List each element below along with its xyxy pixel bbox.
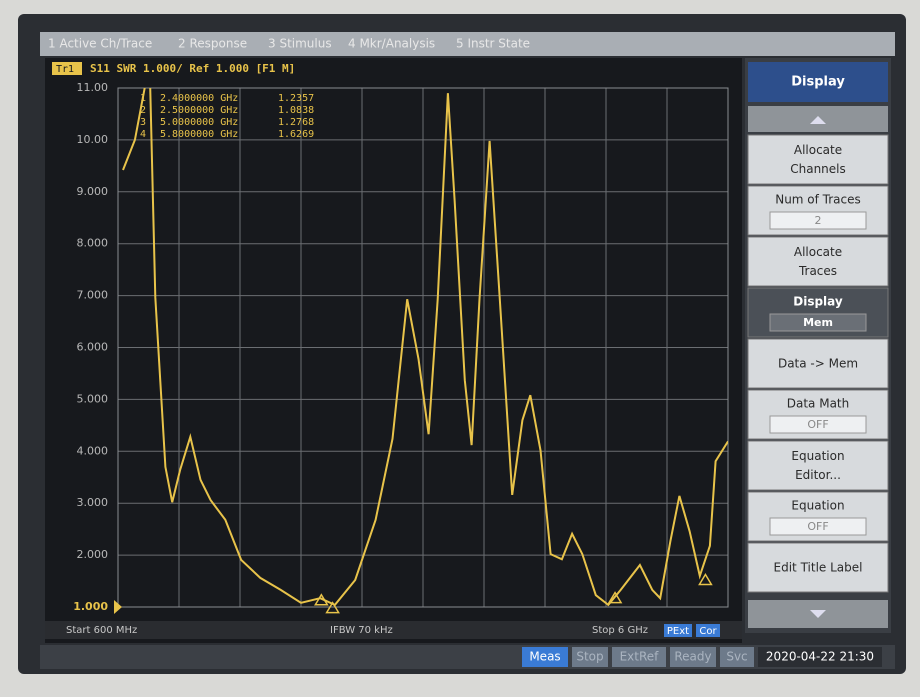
softkey-state: OFF bbox=[807, 418, 828, 431]
status-item: Meas bbox=[529, 650, 560, 664]
scroll-down-arrow bbox=[810, 610, 826, 618]
y-tick-label: 2.000 bbox=[77, 548, 109, 561]
footer-stop: Stop 6 GHz bbox=[592, 625, 648, 636]
softkey-state-box bbox=[769, 211, 867, 230]
y-tick-label: 1.000 bbox=[73, 600, 108, 613]
trace-line bbox=[122, 88, 728, 607]
cor-badge bbox=[696, 624, 720, 637]
softkey[interactable] bbox=[747, 338, 889, 389]
trace-header: S11 SWR 1.000/ Ref 1.000 [F1 M] bbox=[90, 62, 295, 75]
menu-bar bbox=[40, 32, 895, 56]
ref-marker-left bbox=[114, 600, 122, 614]
softkey[interactable] bbox=[747, 134, 889, 185]
menu-item[interactable]: 4 Mkr/Analysis bbox=[348, 37, 435, 51]
marker-stimulus: 5.8000000 GHz bbox=[160, 129, 238, 140]
marker bbox=[698, 573, 713, 586]
y-tick-label: 7.000 bbox=[77, 289, 109, 302]
marker-number: 1 bbox=[140, 93, 146, 104]
scroll-up-arrow bbox=[810, 116, 826, 124]
plot-frame bbox=[117, 87, 729, 608]
softkey-state: 2 bbox=[815, 214, 822, 227]
softkey-state-box bbox=[769, 517, 867, 536]
trace-badge bbox=[52, 62, 82, 75]
status-cell bbox=[522, 647, 568, 667]
softkey-label: Data Math bbox=[787, 397, 849, 411]
menu-item[interactable]: 2 Response bbox=[178, 37, 247, 51]
menu-item[interactable]: 5 Instr State bbox=[456, 37, 530, 51]
plot-panel bbox=[45, 58, 742, 643]
marker-value: 1.6269 bbox=[278, 129, 314, 140]
status-cell bbox=[670, 647, 716, 667]
marker-number: 3 bbox=[140, 117, 146, 128]
softkey-label: Display bbox=[793, 295, 843, 309]
marker-value: 1.0838 bbox=[278, 105, 314, 116]
y-tick-label: 6.000 bbox=[77, 341, 109, 354]
footer-cor: Cor bbox=[699, 626, 717, 637]
y-tick-label: 10.00 bbox=[77, 133, 109, 146]
softkey[interactable] bbox=[747, 440, 889, 491]
softkey-state: Mem bbox=[803, 316, 833, 329]
y-tick-label: 8.000 bbox=[77, 237, 109, 250]
marker bbox=[325, 601, 340, 614]
status-item: ExtRef bbox=[620, 650, 660, 664]
softkey-label: Allocate Traces bbox=[794, 245, 842, 278]
softkey-state-box bbox=[769, 415, 867, 434]
menu-item[interactable]: 3 Stimulus bbox=[268, 37, 332, 51]
status-cell bbox=[758, 647, 882, 667]
marker-stimulus: 2.5000000 GHz bbox=[160, 105, 238, 116]
status-item: 2020-04-22 21:30 bbox=[766, 650, 874, 664]
marker bbox=[607, 591, 623, 604]
status-item: Ready bbox=[674, 650, 711, 664]
status-cell bbox=[720, 647, 754, 667]
softkey[interactable] bbox=[747, 542, 889, 593]
y-tick-label: 4.000 bbox=[77, 444, 109, 457]
softkey-title-bg bbox=[748, 62, 888, 102]
marker-number: 2 bbox=[140, 105, 146, 116]
softkey-title: Display bbox=[791, 75, 845, 90]
y-tick-label: 3.000 bbox=[77, 496, 109, 509]
footer-ifbw: IFBW 70 kHz bbox=[330, 625, 393, 636]
softkey-label: Equation Editor... bbox=[791, 449, 844, 482]
softkey-label: Data -> Mem bbox=[778, 357, 858, 371]
status-item: Svc bbox=[726, 650, 747, 664]
status-cell bbox=[612, 647, 666, 667]
softkey-state: OFF bbox=[807, 520, 828, 533]
menu-item[interactable]: 1 Active Ch/Trace bbox=[48, 37, 152, 51]
y-tick-label: 9.000 bbox=[77, 185, 109, 198]
softkey-label: Num of Traces bbox=[775, 193, 861, 207]
pext-badge bbox=[664, 624, 692, 637]
marker-value: 1.2768 bbox=[278, 117, 314, 128]
softkey[interactable] bbox=[747, 236, 889, 287]
y-tick-label: 11.00 bbox=[77, 81, 109, 94]
footer-bar bbox=[45, 621, 742, 639]
softkey-state-box bbox=[769, 313, 867, 332]
footer-start: Start 600 MHz bbox=[66, 625, 137, 636]
marker-stimulus: 5.0000000 GHz bbox=[160, 117, 238, 128]
marker-stimulus: 2.4000000 GHz bbox=[160, 93, 238, 104]
status-cell bbox=[572, 647, 608, 667]
marker bbox=[314, 593, 329, 606]
softkey-label: Allocate Channels bbox=[790, 143, 846, 176]
status-item: Stop bbox=[576, 650, 603, 664]
trace-id: Tr1 bbox=[56, 64, 74, 75]
marker-number: 4 bbox=[140, 129, 146, 140]
softkey-label: Equation bbox=[791, 499, 844, 513]
softkey-label: Edit Title Label bbox=[774, 561, 863, 575]
marker-value: 1.2357 bbox=[278, 93, 314, 104]
footer-pext: PExt bbox=[667, 626, 689, 637]
y-tick-label: 5.000 bbox=[77, 392, 109, 405]
